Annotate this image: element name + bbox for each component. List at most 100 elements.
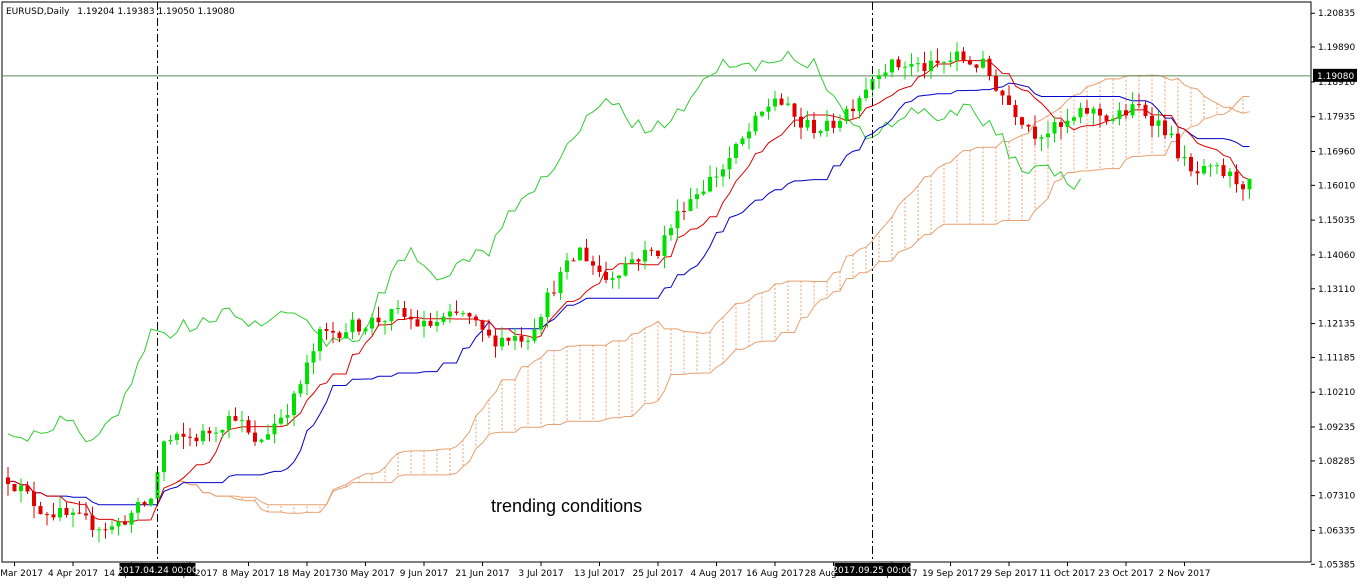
candle — [357, 318, 361, 336]
candle — [695, 188, 699, 209]
candle-body — [1052, 122, 1057, 134]
candle — [584, 238, 589, 262]
candle — [942, 61, 946, 74]
ichimoku-lines — [2, 50, 1311, 523]
candle — [77, 500, 82, 515]
candle-body — [246, 420, 251, 433]
candle — [922, 51, 927, 79]
candle — [539, 313, 543, 335]
candle-body — [149, 498, 153, 505]
candle — [526, 335, 530, 351]
candle — [747, 123, 751, 150]
chart-ohlc: 1.19204 1.19383 1.19050 1.19080 — [77, 7, 235, 17]
current-price-badge — [1313, 68, 1357, 82]
candle-body — [454, 311, 459, 314]
candle — [1026, 124, 1031, 132]
candle — [298, 380, 303, 398]
ichimoku-cloud — [177, 74, 1250, 514]
candle — [142, 500, 147, 507]
candle — [84, 502, 88, 520]
candle-body — [1026, 124, 1031, 127]
candle-body — [968, 60, 972, 65]
candle-body — [786, 103, 790, 105]
price-tick-label: 1.09235 — [1318, 423, 1355, 433]
candle-body — [357, 319, 361, 332]
candle — [604, 261, 608, 284]
candle — [948, 51, 953, 68]
candle — [1208, 163, 1213, 177]
candle-body — [1234, 171, 1239, 185]
price-tick-label: 1.19890 — [1318, 43, 1355, 53]
candle — [571, 257, 576, 262]
candle-body — [610, 278, 615, 280]
candle — [1013, 100, 1018, 126]
candle-body — [1176, 133, 1180, 159]
candle — [805, 110, 810, 131]
candle — [1195, 161, 1200, 185]
candle — [214, 427, 218, 443]
candle — [727, 146, 732, 179]
candle-body — [363, 328, 368, 332]
candle-body — [1078, 107, 1083, 118]
candle — [181, 422, 186, 450]
candle — [402, 300, 407, 320]
candle-body — [961, 51, 966, 61]
candle — [279, 408, 283, 426]
candle — [532, 318, 537, 344]
candle — [597, 255, 602, 278]
vertical-marker-label: 2017.04.24 00:00 — [117, 566, 198, 576]
candle — [227, 410, 231, 439]
candle — [1215, 162, 1219, 175]
candle-body — [766, 106, 771, 112]
candle-body — [467, 313, 472, 317]
candle-body — [409, 316, 413, 320]
candle — [558, 266, 563, 300]
candle — [1124, 103, 1128, 120]
candle-body — [331, 330, 335, 333]
candle-body — [974, 64, 979, 68]
candle — [461, 310, 465, 317]
candle — [929, 50, 933, 80]
candle — [1072, 115, 1076, 125]
candle — [708, 165, 712, 193]
candle-body — [396, 308, 400, 310]
candle — [1098, 103, 1102, 128]
candle — [1189, 153, 1193, 177]
candle-body — [708, 176, 712, 192]
candle — [1221, 158, 1226, 179]
candle — [272, 413, 277, 444]
candle-body — [259, 439, 264, 442]
candle-body — [558, 271, 563, 294]
candle — [1033, 115, 1037, 146]
time-tick-label: 18 May 2017 — [278, 569, 337, 579]
candle — [175, 431, 179, 446]
candle-body — [1124, 110, 1128, 116]
candle-body — [883, 72, 888, 76]
candle-body — [162, 441, 166, 473]
candle — [266, 424, 270, 441]
candle — [656, 250, 660, 259]
candle-body — [552, 292, 556, 294]
candle — [994, 69, 998, 92]
candle-body — [480, 320, 485, 330]
candle — [1234, 164, 1239, 193]
candle — [643, 240, 647, 270]
candle — [448, 303, 452, 323]
candle-body — [1046, 133, 1050, 138]
time-tick-label: 19 Sep 2017 — [922, 569, 979, 579]
candle-body — [1111, 118, 1115, 121]
candle-body — [805, 119, 810, 128]
candle — [883, 63, 888, 79]
candle — [116, 517, 121, 536]
candle — [610, 271, 615, 289]
candle — [38, 501, 43, 515]
candle — [253, 420, 257, 446]
candle — [877, 68, 881, 89]
candle-body — [227, 416, 231, 430]
candle-body — [1228, 171, 1232, 177]
candle — [818, 129, 823, 137]
candle-body — [279, 417, 283, 424]
candle-body — [1137, 104, 1141, 106]
candle-body — [77, 512, 82, 514]
